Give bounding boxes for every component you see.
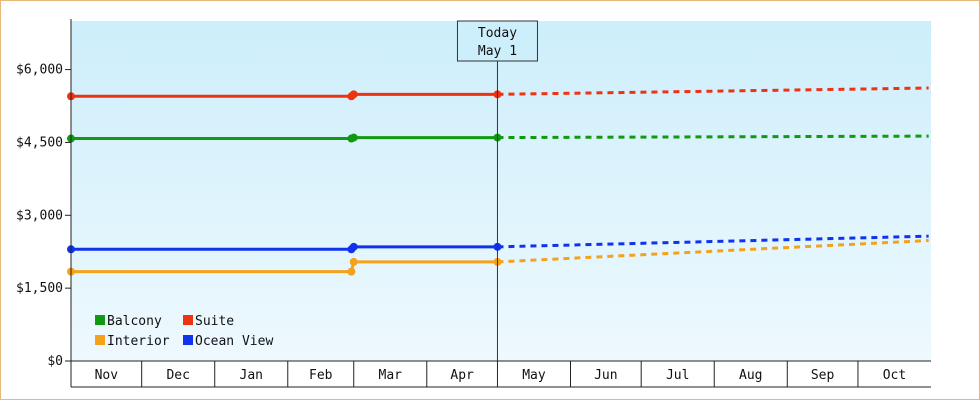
x-tick-label: Dec [166,368,189,383]
x-tick-label: Feb [309,368,333,383]
x-tick-label: Aug [739,368,762,383]
today-marker: Today May 1 [456,20,538,361]
x-tick-label: Jun [594,368,617,383]
x-tick-label: Apr [450,368,474,383]
y-tick-label: $1,500 [16,281,63,296]
data-point [349,90,358,99]
x-tick-label: Nov [95,368,119,383]
forecast-line [497,86,929,96]
x-tick-label: Jan [240,368,263,383]
x-tick-label: Sep [811,368,835,383]
x-axis-months: Nov Dec Jan Feb Mar Apr May Jun Jul Aug Sep Oct [95,361,906,387]
legend-swatch [95,315,105,325]
data-point [349,133,358,142]
today-label: Today [478,26,517,41]
x-tick-label: Mar [379,368,403,383]
legend-label: Balcony [107,314,162,329]
x-tick-label: Oct [883,368,906,383]
plot-background [71,21,931,361]
series-line [71,260,498,274]
today-date: May 1 [478,44,517,59]
y-tick-label: $4,500 [16,135,63,150]
x-tick-label: Jul [666,368,689,383]
forecast-line [497,134,929,140]
data-point [347,267,356,276]
today-box [456,20,538,62]
y-tick-label: $3,000 [16,208,63,223]
legend-swatch [183,335,193,345]
legend-label: Interior [107,334,170,349]
legend-swatch [95,335,105,345]
legend-swatch [183,315,193,325]
y-tick-label: $6,000 [16,63,63,78]
data-point [349,257,358,266]
forecast-line [497,239,929,264]
series-suite [67,86,929,101]
y-axis-ticks: $0 $1,500 $3,000 $4,500 $6,000 [16,63,71,369]
legend-label: Suite [195,314,234,329]
legend: Balcony Suite Interior Ocean View [95,314,273,349]
forecast-line [497,234,929,249]
series-line [71,136,498,141]
series-balcony [67,133,929,143]
y-tick-label: $0 [47,354,63,369]
legend-label: Ocean View [195,334,273,349]
x-tick-label: May [522,368,546,383]
data-point [349,242,358,251]
series-layer [67,86,929,276]
